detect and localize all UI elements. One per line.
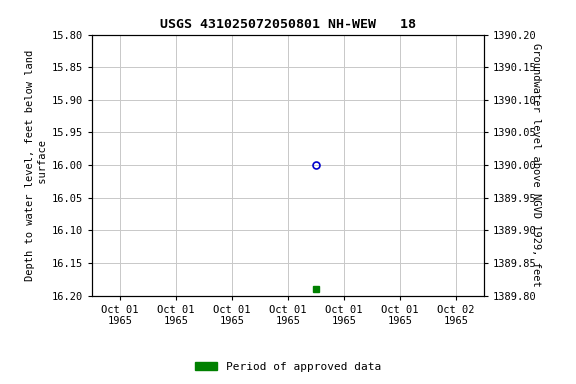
Legend: Period of approved data: Period of approved data [191, 358, 385, 377]
Y-axis label: Depth to water level, feet below land
 surface: Depth to water level, feet below land su… [25, 50, 48, 281]
Title: USGS 431025072050801 NH-WEW   18: USGS 431025072050801 NH-WEW 18 [160, 18, 416, 31]
Y-axis label: Groundwater level above NGVD 1929, feet: Groundwater level above NGVD 1929, feet [531, 43, 541, 287]
